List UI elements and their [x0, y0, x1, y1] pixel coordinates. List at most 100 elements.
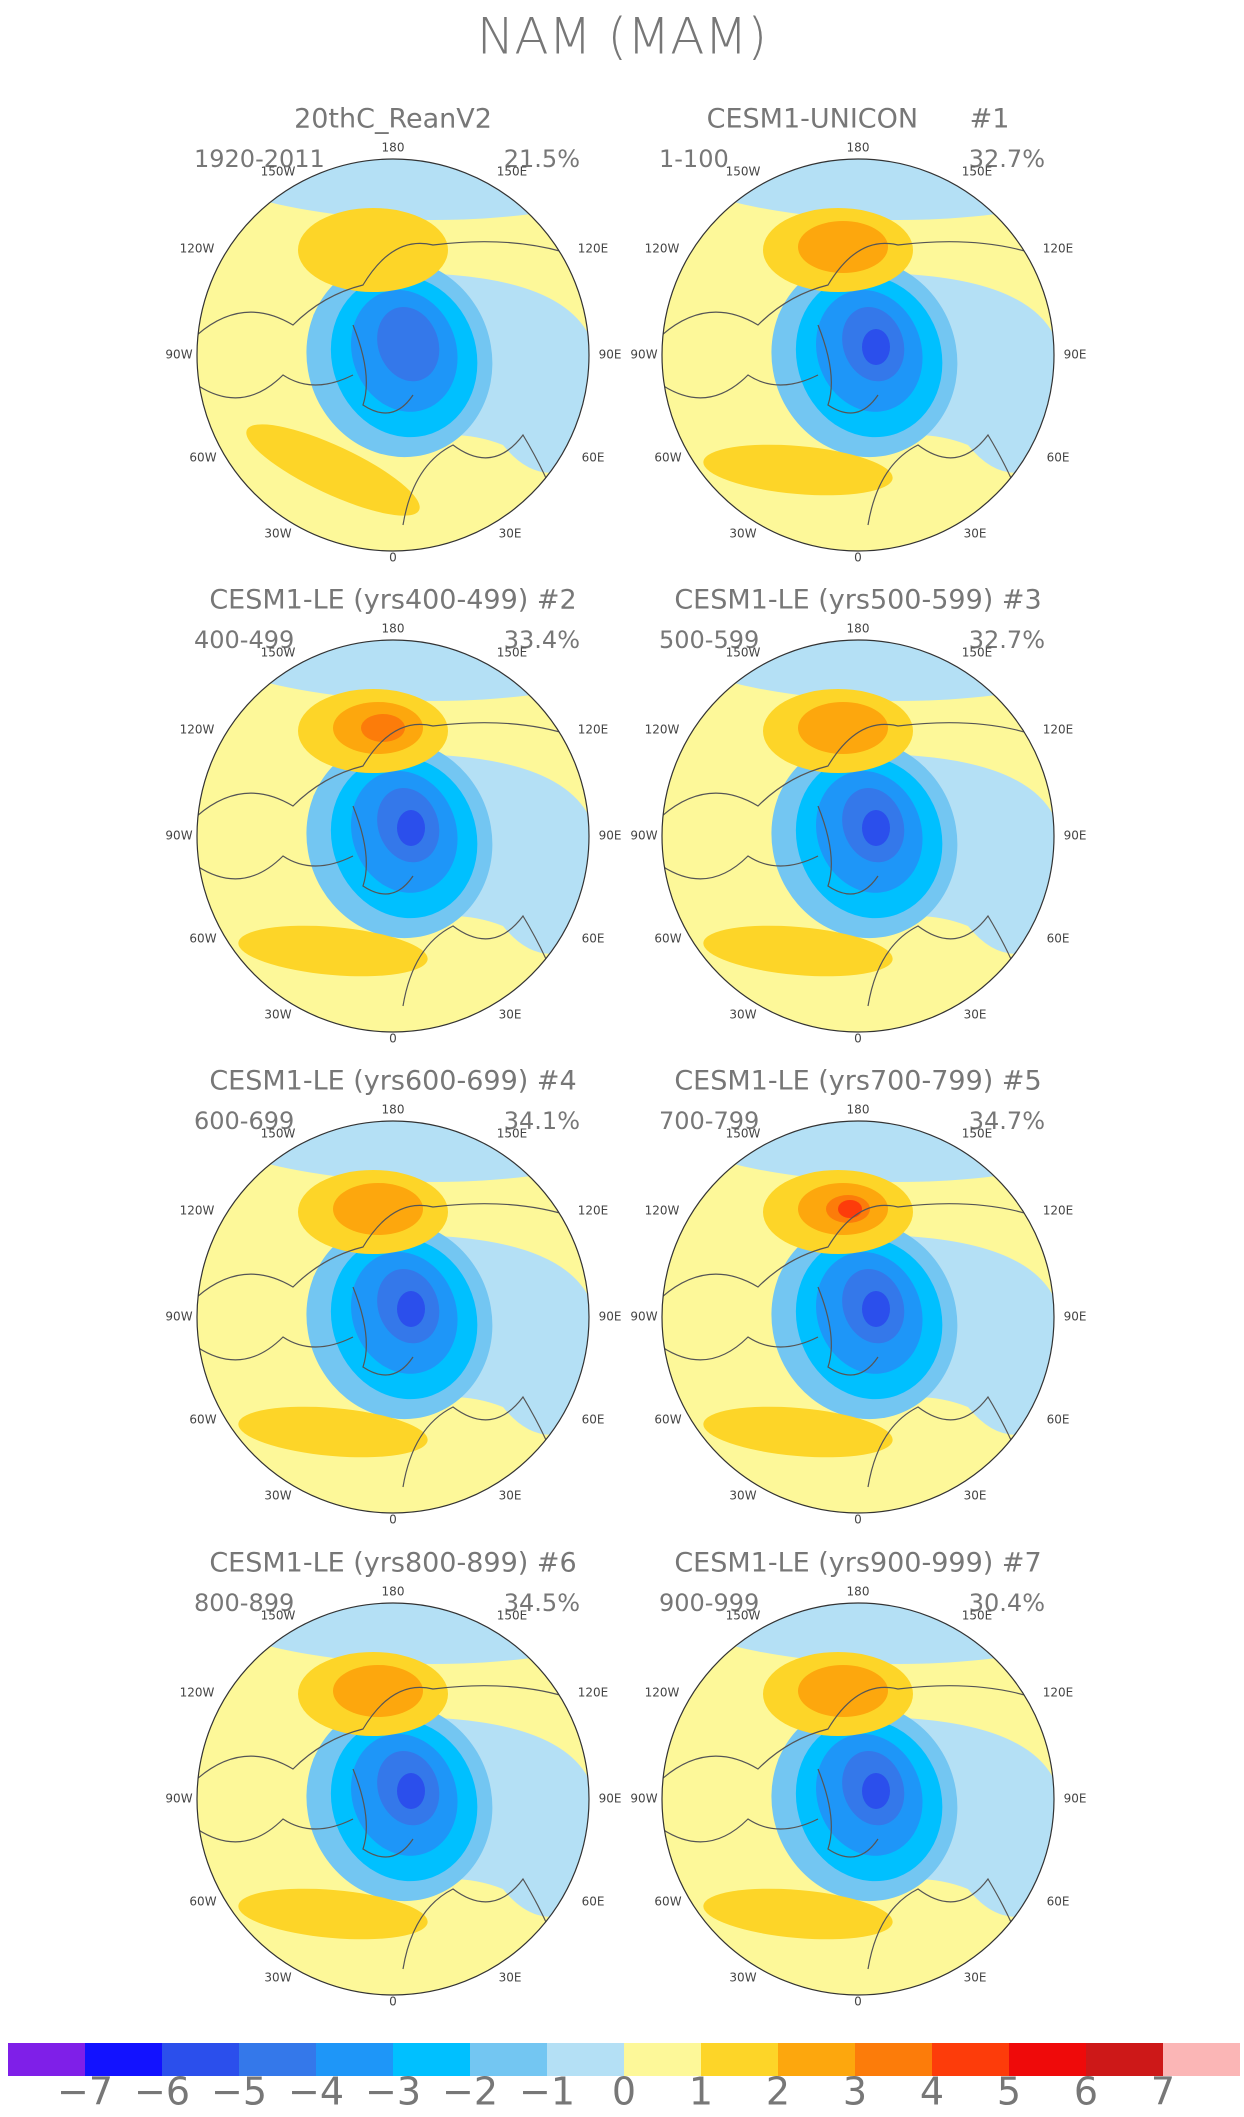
longitude-label: 90W — [165, 1792, 192, 1806]
longitude-label: 150W — [726, 646, 761, 660]
panel-period: 1-100 — [659, 145, 729, 173]
colorbar-box — [1163, 2043, 1240, 2076]
colorbar-label: −3 — [365, 2070, 421, 2114]
longitude-label: 30W — [729, 1008, 756, 1022]
longitude-label: 180 — [847, 1585, 870, 1599]
longitude-label: 150W — [726, 1609, 761, 1623]
colorbar-label: 7 — [1151, 2070, 1175, 2114]
panel-variance: 32.7% — [969, 626, 1045, 654]
longitude-label: 120W — [645, 1686, 680, 1700]
colorbar-box — [701, 2043, 778, 2076]
colorbar-label: 3 — [843, 2070, 867, 2114]
colorbar-box — [239, 2043, 316, 2076]
map-border — [196, 1120, 590, 1514]
polar-low — [862, 1773, 890, 1809]
longitude-label: 60E — [1047, 932, 1070, 946]
longitude-label: 150E — [962, 646, 993, 660]
coastline — [197, 1203, 574, 1298]
atlantic-high — [703, 1888, 893, 1940]
longitude-label: 30E — [499, 1971, 522, 1985]
longitude-label: 150E — [962, 1127, 993, 1141]
colorbar-box — [162, 2043, 239, 2076]
longitude-label: 90W — [630, 1310, 657, 1324]
negative-region — [197, 1121, 589, 1182]
negative-region — [197, 640, 589, 701]
polar-low — [397, 1773, 425, 1809]
panel-period: 900-999 — [659, 1589, 759, 1617]
panel-period: 800-899 — [194, 1589, 294, 1617]
colorbar-label: 2 — [766, 2070, 790, 2114]
longitude-label: 120E — [1043, 1686, 1074, 1700]
longitude-label: 150W — [261, 1127, 296, 1141]
longitude-label: 90W — [630, 829, 657, 843]
longitude-label: 90E — [1064, 829, 1087, 843]
panel-variance: 34.5% — [504, 1589, 580, 1617]
map-panel: CESM1-LE (yrs900-999) #7 900-999 30.4% 180 1… — [630, 1548, 1087, 2009]
polar-low — [397, 1291, 425, 1327]
longitude-label: 120W — [645, 1204, 680, 1218]
colorbar-box — [1009, 2043, 1086, 2076]
longitude-label: 0 — [854, 551, 862, 565]
panel-variance: 34.7% — [969, 1107, 1045, 1135]
longitude-label: 90W — [165, 1310, 192, 1324]
longitude-label: 150E — [962, 1609, 993, 1623]
longitude-label: 30E — [964, 1971, 987, 1985]
coastline — [352, 1768, 414, 1858]
longitude-label: 150W — [261, 646, 296, 660]
longitude-label: 180 — [847, 1103, 870, 1117]
coastline — [817, 324, 879, 414]
longitude-label: 0 — [854, 1032, 862, 1046]
coastline — [817, 805, 879, 895]
colorbar-box — [85, 2043, 162, 2076]
longitude-label: 180 — [847, 141, 870, 155]
polar-low — [862, 1291, 890, 1327]
panel-variance: 33.4% — [504, 626, 580, 654]
longitude-label: 30W — [729, 527, 756, 541]
coastline — [197, 722, 574, 817]
map-panel: CESM1-LE (yrs700-799) #5 700-799 34.7% 180 1… — [630, 1066, 1086, 1527]
longitude-label: 150W — [726, 165, 761, 179]
colorbar-box — [855, 2043, 932, 2076]
coastline — [662, 1685, 1039, 1780]
coastline — [817, 1286, 879, 1376]
longitude-label: 30W — [264, 1971, 291, 1985]
panel-period: 1920-2011 — [194, 145, 325, 173]
longitude-label: 180 — [382, 1585, 405, 1599]
longitude-label: 60W — [189, 1895, 216, 1909]
colorbar-label: −1 — [519, 2070, 575, 2114]
panel-title: CESM1-LE (yrs500-599) #3 — [674, 585, 1041, 616]
coastline — [197, 1685, 574, 1780]
pacific-high — [361, 714, 405, 742]
atlantic-high — [703, 1406, 893, 1458]
colorbar-label: 6 — [1074, 2070, 1098, 2114]
longitude-label: 90E — [1064, 1792, 1087, 1806]
coastline — [662, 241, 1039, 336]
pacific-high — [838, 1200, 862, 1218]
longitude-label: 150E — [497, 1609, 528, 1623]
coastline — [352, 1286, 414, 1376]
polar-low — [862, 329, 890, 365]
colorbar-box — [547, 2043, 624, 2076]
longitude-label: 60W — [654, 1413, 681, 1427]
colorbar-label: −7 — [57, 2070, 113, 2114]
map-panel: CESM1-LE (yrs500-599) #3 500-599 32.7% 180 1… — [630, 585, 1087, 1046]
coastline — [197, 241, 574, 336]
longitude-label: 0 — [389, 1032, 397, 1046]
longitude-label: 30E — [499, 1489, 522, 1503]
map-border — [661, 639, 1055, 1033]
negative-region — [662, 1603, 1054, 1664]
coastline — [817, 1768, 879, 1858]
map-border — [661, 1120, 1055, 1514]
negative-region — [662, 640, 1054, 701]
panel-title: CESM1-UNICON #1 — [707, 104, 1010, 135]
panel-title: CESM1-LE (yrs400-499) #2 — [209, 585, 576, 616]
longitude-label: 120E — [1043, 242, 1074, 256]
longitude-label: 0 — [389, 1995, 397, 2009]
longitude-label: 30E — [964, 1489, 987, 1503]
map-panel: 20thC_ReanV2 1920-2011 21.5% 180 150W 150E 120… — [165, 104, 621, 565]
longitude-label: 60E — [582, 451, 605, 465]
longitude-label: 30W — [264, 527, 291, 541]
panel-title: CESM1-LE (yrs600-699) #4 — [209, 1066, 576, 1097]
colorbar-label: −6 — [134, 2070, 190, 2114]
longitude-label: 30E — [964, 1008, 987, 1022]
